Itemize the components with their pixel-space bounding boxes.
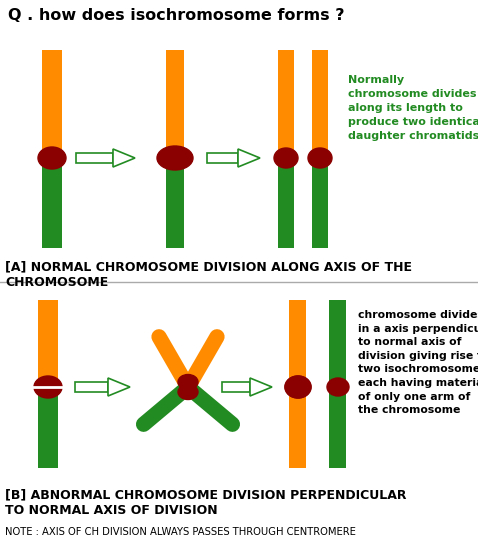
Ellipse shape <box>178 384 198 400</box>
Ellipse shape <box>308 148 332 168</box>
Bar <box>222 382 250 392</box>
Text: Normally
chromosome divides
along its length to
produce two identical
daughter c: Normally chromosome divides along its le… <box>348 75 478 141</box>
Text: chromosome divides
in a axis perpendicular
to normal axis of
division giving ris: chromosome divides in a axis perpendicul… <box>358 310 478 415</box>
Bar <box>290 300 306 387</box>
Text: NOTE : AXIS OF CH DIVISION ALWAYS PASSES THROUGH CENTROMERE: NOTE : AXIS OF CH DIVISION ALWAYS PASSES… <box>5 527 356 537</box>
Ellipse shape <box>178 374 198 389</box>
Ellipse shape <box>38 147 66 169</box>
Ellipse shape <box>274 148 298 168</box>
Bar <box>278 158 294 248</box>
Bar <box>166 50 176 158</box>
Text: Q . how does isochromosome forms ?: Q . how does isochromosome forms ? <box>8 8 345 23</box>
Bar <box>329 300 347 387</box>
Ellipse shape <box>285 376 311 398</box>
Bar <box>42 158 62 248</box>
Polygon shape <box>238 149 260 167</box>
Ellipse shape <box>327 378 349 396</box>
Bar <box>312 158 328 248</box>
Bar <box>207 153 238 163</box>
Bar <box>278 50 294 158</box>
Bar <box>290 387 306 468</box>
Ellipse shape <box>34 376 62 398</box>
Ellipse shape <box>157 146 193 170</box>
Ellipse shape <box>285 376 311 398</box>
Bar <box>42 50 62 158</box>
Polygon shape <box>113 149 135 167</box>
Bar <box>174 50 184 158</box>
Bar <box>312 50 328 158</box>
Text: [A] NORMAL CHROMOSOME DIVISION ALONG AXIS OF THE
CHROMOSOME: [A] NORMAL CHROMOSOME DIVISION ALONG AXI… <box>5 260 412 289</box>
Bar <box>329 387 347 468</box>
Bar <box>174 158 184 248</box>
Bar <box>166 158 176 248</box>
Text: [B] ABNORMAL CHROMOSOME DIVISION PERPENDICULAR
TO NORMAL AXIS OF DIVISION: [B] ABNORMAL CHROMOSOME DIVISION PERPEND… <box>5 488 406 517</box>
Polygon shape <box>250 378 272 396</box>
Bar <box>75 382 108 392</box>
Bar <box>38 300 58 387</box>
Polygon shape <box>108 378 130 396</box>
Bar <box>76 153 113 163</box>
Bar <box>290 387 306 468</box>
Bar <box>38 387 58 468</box>
